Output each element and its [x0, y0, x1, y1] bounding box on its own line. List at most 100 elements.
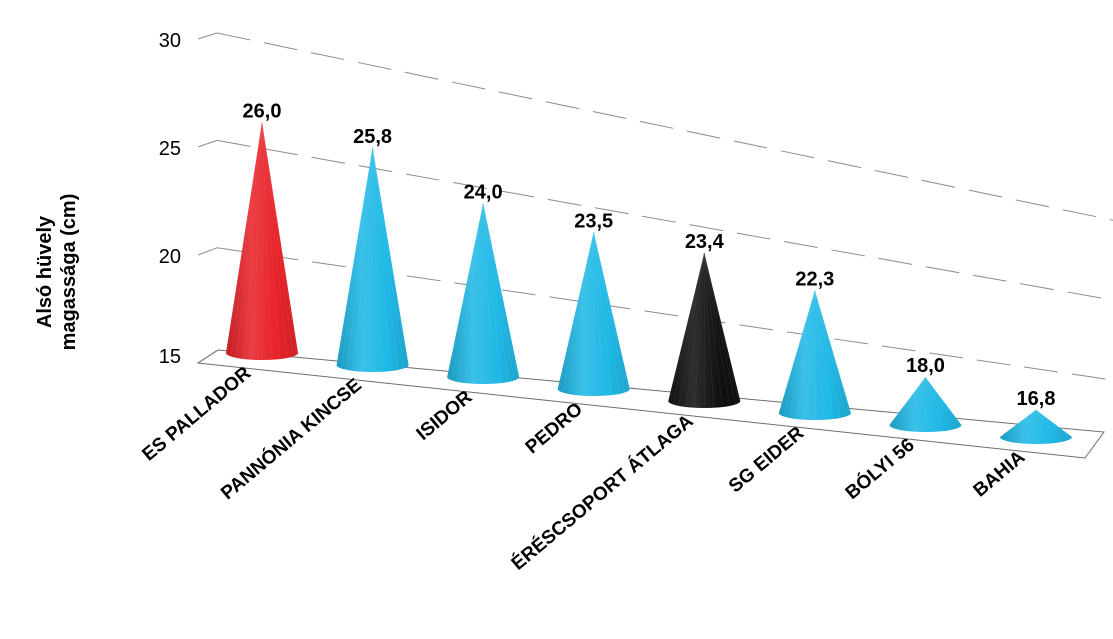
- cone-facet: [482, 203, 493, 384]
- cone-facet: [593, 232, 629, 391]
- cone-facet: [925, 377, 952, 431]
- cone-facet: [703, 253, 723, 408]
- cone-3: [557, 232, 630, 396]
- cone-facet: [1004, 409, 1037, 441]
- cone-facet: [448, 203, 484, 379]
- value-label: 18,0: [906, 355, 945, 377]
- cone-facet: [890, 377, 926, 428]
- cone-facet: [558, 232, 595, 391]
- cone-facet: [593, 232, 604, 396]
- cone-facet: [341, 147, 373, 369]
- y-tick-label: 20: [159, 246, 181, 268]
- cone-facet: [567, 232, 595, 395]
- cone-facet: [925, 377, 944, 432]
- cone-2: [447, 203, 520, 384]
- cone-facet: [1035, 409, 1046, 444]
- cone-facet: [814, 290, 834, 420]
- gridline-tick: [197, 32, 218, 40]
- cone-facet: [1010, 409, 1037, 443]
- cone-6: [889, 377, 962, 432]
- cone-5: [778, 290, 851, 421]
- cone-facet: [814, 290, 847, 417]
- value-label: 23,4: [685, 231, 725, 253]
- cone-facet: [703, 253, 736, 405]
- category-label: BAHIA: [970, 447, 1030, 502]
- cone-facet: [230, 122, 263, 357]
- cone-facet: [899, 377, 926, 431]
- y-tick-label: 30: [159, 30, 181, 52]
- cone-facet: [669, 253, 705, 403]
- value-label: 16,8: [1017, 388, 1056, 410]
- category-label: ISIDOR: [413, 387, 477, 445]
- cone-facet: [261, 122, 281, 360]
- cone-facet: [261, 122, 294, 357]
- cone-facet: [703, 253, 731, 407]
- cone-facet: [261, 122, 298, 355]
- cone-facet: [1035, 409, 1068, 441]
- y-axis-ticks: 15 20 25 30: [159, 30, 181, 368]
- cone-facet: [457, 203, 484, 382]
- cone-facet: [1035, 409, 1062, 443]
- cone-facet: [672, 253, 705, 405]
- chart-floor: [196, 349, 1105, 459]
- value-label: 23,5: [574, 210, 613, 232]
- y-axis-label: Alsó hüvely magassága (cm): [34, 194, 80, 351]
- category-label: SG EIDER: [725, 423, 808, 498]
- value-label: 24,0: [464, 182, 503, 204]
- cone-facet: [562, 232, 595, 393]
- cone-facet: [593, 232, 613, 396]
- cone-body: [889, 377, 962, 432]
- cone-body: [226, 122, 298, 360]
- cones: [226, 122, 1072, 444]
- cone-facet: [1017, 409, 1037, 444]
- gridline-tick: [197, 247, 218, 256]
- cone-facet: [678, 253, 705, 407]
- gridline: [216, 32, 1113, 221]
- cone-facet: [362, 147, 373, 372]
- cone-facet: [814, 290, 825, 420]
- y-axis-label-line-1: Alsó hüvely: [34, 215, 56, 328]
- cone-facet: [482, 203, 502, 384]
- y-axis-label-line-2: magassága (cm): [58, 194, 80, 351]
- cone-facet: [464, 203, 484, 384]
- y-tick-label: 25: [159, 138, 181, 160]
- cone-facet: [482, 203, 519, 379]
- cone-facet: [789, 290, 816, 419]
- category-label: BÓLYI 56: [841, 434, 919, 504]
- cone-facet: [1026, 409, 1037, 444]
- value-label: 25,8: [353, 126, 392, 148]
- cone-facet: [252, 122, 263, 360]
- y-tick-label: 15: [159, 346, 181, 368]
- category-label: PANNÓNIA KINCSE: [217, 374, 366, 504]
- cone-0: [226, 122, 298, 360]
- category-label: PEDRO: [522, 399, 587, 459]
- value-label: 22,3: [795, 269, 834, 291]
- cone-facet: [907, 377, 926, 432]
- cone-facet: [796, 290, 816, 420]
- cone-facet: [1001, 409, 1037, 440]
- value-label: 26,0: [243, 101, 282, 123]
- floor-plane: [196, 349, 1105, 459]
- cone-body: [336, 147, 409, 373]
- cone-facet: [372, 147, 383, 372]
- cone-facet: [372, 147, 399, 370]
- cone-facet: [779, 290, 816, 415]
- gridline: [216, 139, 1113, 301]
- cone-facet: [346, 147, 373, 370]
- cone-facet: [925, 377, 936, 432]
- gridlines: [197, 32, 1113, 381]
- value-labels: 26,0 25,8 24,0 23,5 23,4 22,3 18,0 16,8: [243, 101, 1056, 410]
- cone-facet: [261, 122, 272, 360]
- cone-facet: [261, 122, 288, 358]
- cone-facet: [575, 232, 595, 396]
- cone-body: [668, 253, 741, 409]
- cone-facet: [703, 253, 714, 408]
- cone-facet: [372, 147, 405, 369]
- cone-facet: [337, 147, 373, 367]
- cone-facet: [1035, 409, 1055, 444]
- cone-facet: [354, 147, 373, 372]
- cone-facet: [372, 147, 408, 367]
- cone-facet: [814, 290, 850, 415]
- cone-facet: [482, 203, 515, 381]
